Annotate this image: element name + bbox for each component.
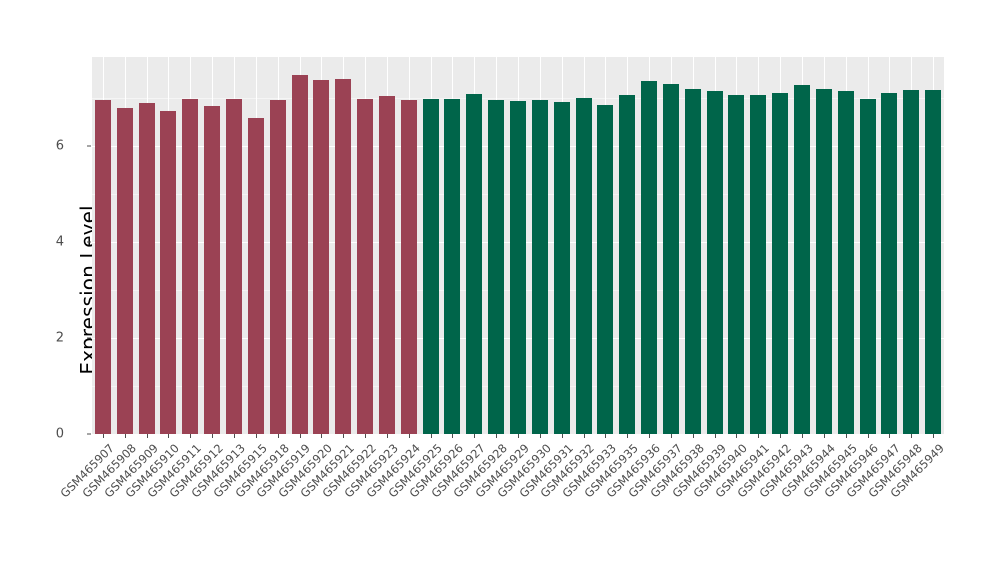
x-axis-tick-mark [474, 434, 475, 438]
x-axis-tick-mark [496, 434, 497, 438]
x-axis-tick-mark [452, 434, 453, 438]
bar [706, 91, 723, 434]
bar [619, 95, 636, 434]
x-axis-tick-mark [605, 434, 606, 438]
x-axis-tick-mark [824, 434, 825, 438]
x-axis-tick-mark [671, 434, 672, 438]
x-axis-tick-mark [125, 434, 126, 438]
bar [138, 102, 155, 434]
x-axis-tick-mark [234, 434, 235, 438]
x-axis-tick-mark [780, 434, 781, 438]
bar [335, 78, 352, 434]
bar [837, 90, 854, 434]
x-axis-tick-mark [343, 434, 344, 438]
bar [859, 98, 876, 434]
x-axis-tick-mark [212, 434, 213, 438]
bar [597, 105, 614, 434]
y-axis-tick-label: 6 [55, 138, 64, 154]
x-axis-tick-mark [911, 434, 912, 438]
bar [466, 94, 483, 434]
x-axis-tick-mark [256, 434, 257, 438]
x-axis-tick-mark [278, 434, 279, 438]
x-axis-tick-mark [715, 434, 716, 438]
bar [422, 99, 439, 434]
x-axis-tick-mark [103, 434, 104, 438]
x-axis-tick-mark [518, 434, 519, 438]
bar [772, 92, 789, 434]
bar [182, 99, 199, 434]
bar [400, 99, 417, 434]
bar [531, 100, 548, 434]
y-axis-tick-labels: 0 2 4 6 [0, 0, 91, 580]
bar [553, 101, 570, 434]
y-axis-tick-label: 4 [55, 234, 64, 250]
x-axis-tick-mark [649, 434, 650, 438]
bar [247, 118, 264, 434]
plot-panel [92, 57, 944, 434]
bar [750, 94, 767, 434]
bar [728, 95, 745, 434]
y-axis-tick-mark [87, 241, 91, 243]
y-axis-tick-mark [87, 433, 91, 435]
x-axis-tick-mark [584, 434, 585, 438]
bar [204, 106, 221, 434]
y-axis-tick-label: 0 [55, 426, 64, 442]
x-axis-tick-mark [868, 434, 869, 438]
y-axis-tick-label: 2 [55, 330, 64, 346]
x-axis-tick-mark [387, 434, 388, 438]
bar [488, 99, 505, 434]
bar [116, 108, 133, 434]
x-axis-tick-mark [736, 434, 737, 438]
bar [291, 75, 308, 434]
bar [575, 97, 592, 434]
x-axis: GSM465907 GSM465908 GSM465909 GSM465910 GSM4… [57, 434, 947, 580]
bar [357, 98, 374, 434]
y-axis-tick-mark [87, 145, 91, 147]
bar [684, 89, 701, 434]
bar [225, 98, 243, 434]
x-axis-tick-mark [540, 434, 541, 438]
bar [160, 111, 177, 434]
x-axis-tick-mark [168, 434, 169, 438]
bar [881, 93, 898, 434]
x-axis-tick-mark [365, 434, 366, 438]
y-axis-tick-mark [87, 337, 91, 339]
x-axis-tick-mark [190, 434, 191, 438]
bar [378, 95, 395, 434]
bar [444, 98, 461, 434]
x-axis-tick-mark [409, 434, 410, 438]
bar [313, 79, 330, 434]
x-axis-tick-mark [758, 434, 759, 438]
x-axis-tick-mark [147, 434, 148, 438]
bar [641, 80, 658, 434]
bar [269, 99, 286, 434]
bar [94, 100, 111, 434]
x-axis-tick-mark [321, 434, 322, 438]
x-axis-tick-mark [300, 434, 301, 438]
x-axis-tick-mark [933, 434, 934, 438]
x-axis-tick-mark [846, 434, 847, 438]
bar [903, 90, 920, 434]
x-axis-tick-mark [693, 434, 694, 438]
x-axis-tick-mark [627, 434, 628, 438]
x-axis-tick-mark [562, 434, 563, 438]
bar [925, 90, 942, 434]
bar [815, 89, 832, 434]
x-axis-tick-mark [889, 434, 890, 438]
bar [662, 84, 679, 434]
x-axis-tick-mark [431, 434, 432, 438]
bar [793, 85, 811, 434]
x-axis-tick-mark [802, 434, 803, 438]
bar [509, 101, 527, 434]
